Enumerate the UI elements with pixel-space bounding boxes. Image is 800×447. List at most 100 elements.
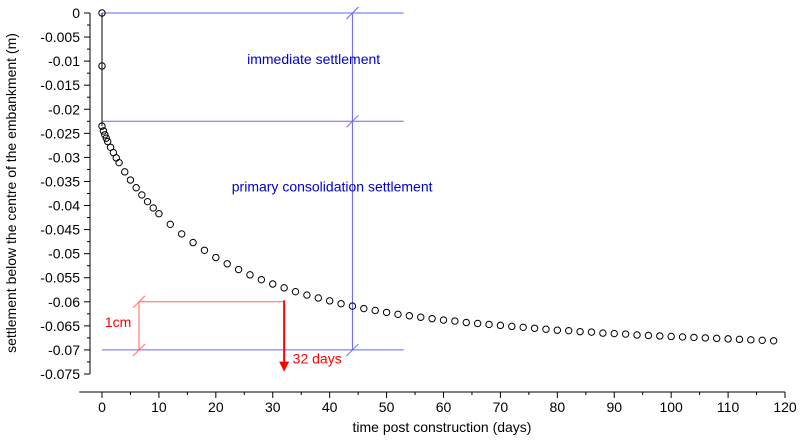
y-tick-label: -0.07 — [48, 342, 80, 358]
data-point — [246, 271, 254, 279]
x-tick-label: 50 — [379, 399, 395, 415]
data-point — [98, 122, 106, 130]
data-point — [138, 191, 146, 199]
data-point — [325, 297, 334, 305]
data-point — [132, 184, 140, 192]
data-point — [257, 275, 266, 284]
y-tick-label: -0.035 — [40, 173, 80, 189]
data-point — [212, 253, 220, 262]
data-point — [99, 127, 108, 135]
data-point — [644, 331, 653, 340]
y-tick-label: -0.045 — [40, 222, 80, 238]
data-point — [735, 335, 744, 344]
x-tick-label: 60 — [436, 399, 452, 415]
x-axis-label: time post construction (days) — [353, 419, 532, 435]
data-point — [348, 302, 357, 310]
x-tick-label: 20 — [208, 399, 224, 415]
data-point — [530, 324, 539, 332]
data-point — [143, 197, 152, 206]
axes: 0 -0.005 -0.01 -0.015 -0.02 -0.025 -0.03 -0.035… — [40, 5, 797, 415]
data-point — [382, 308, 391, 317]
y-tick-label: -0.04 — [48, 198, 80, 214]
data-point — [98, 9, 106, 17]
data-point — [121, 168, 129, 176]
y-tick-label: -0.055 — [40, 270, 80, 286]
data-point — [126, 176, 135, 184]
data-point — [451, 317, 459, 325]
x-tick-label: 0 — [98, 399, 106, 415]
data-point — [234, 265, 243, 274]
y-tick-label: -0.015 — [40, 77, 80, 93]
data-point — [394, 310, 402, 319]
data-point — [439, 316, 448, 324]
data-point — [371, 306, 379, 315]
dimension-mark — [346, 114, 359, 128]
arrow-head — [279, 361, 290, 372]
y-tick-label: -0.06 — [48, 294, 80, 310]
y-tick-label: -0.03 — [48, 149, 80, 165]
x-tick-label: 110 — [717, 399, 740, 415]
dimension-mark — [346, 6, 359, 20]
annotation-text: immediate settlement — [247, 51, 380, 67]
data-point — [565, 326, 573, 335]
y-tick-label: 0 — [72, 5, 80, 21]
data-point — [291, 287, 300, 296]
data-point — [553, 326, 562, 334]
data-point — [102, 134, 110, 142]
y-axis-label: settlement below the centre of the emban… — [3, 33, 19, 353]
data-point — [633, 331, 641, 339]
data-point — [713, 334, 721, 343]
x-tick-label: 70 — [493, 399, 509, 415]
dimension-mark — [132, 343, 146, 357]
dimension-mark — [346, 343, 359, 357]
data-point — [508, 322, 516, 331]
data-point — [587, 328, 596, 336]
data-point — [621, 330, 630, 338]
data-point — [112, 154, 120, 162]
data-point — [177, 230, 186, 238]
data-point — [747, 336, 755, 344]
data-point — [462, 318, 470, 327]
data-point — [280, 284, 288, 292]
data-point — [101, 131, 109, 139]
annotation-text: 32 days — [293, 350, 342, 366]
data-point — [473, 319, 482, 328]
data-point — [519, 323, 527, 332]
annotations: immediate settlement primary consolidatio… — [105, 51, 433, 372]
data-point — [115, 158, 123, 167]
y-tick-label: -0.075 — [40, 366, 80, 382]
data-point — [496, 321, 505, 330]
y-tick-label: -0.065 — [40, 318, 80, 334]
data-point — [223, 260, 231, 268]
data-point — [269, 280, 277, 288]
data-point — [485, 320, 493, 329]
annotation-text: primary consolidation settlement — [232, 179, 433, 195]
data-point — [667, 332, 675, 341]
data-point — [337, 300, 345, 308]
data-point — [428, 314, 436, 323]
data-point — [656, 332, 664, 340]
data-point — [166, 220, 175, 229]
x-tick-label: 30 — [265, 399, 281, 415]
data-point — [678, 333, 687, 341]
x-tick-label: 100 — [659, 399, 683, 415]
y-tick-label: -0.005 — [40, 29, 80, 45]
y-tick-label: -0.05 — [48, 246, 80, 262]
x-tick-label: 90 — [606, 399, 622, 415]
data-point — [314, 294, 322, 302]
data-point — [417, 313, 425, 321]
data-point — [542, 325, 550, 333]
x-tick-label: 40 — [322, 399, 338, 415]
data-point — [576, 327, 584, 336]
data-point — [149, 204, 157, 212]
data-point — [769, 337, 778, 345]
x-tick-label: 80 — [550, 399, 566, 415]
data-point — [200, 246, 209, 254]
x-tick-label: 10 — [151, 399, 167, 415]
data-point — [405, 312, 414, 320]
data-point — [599, 329, 607, 337]
data-point — [758, 336, 766, 345]
data-points — [98, 9, 778, 345]
